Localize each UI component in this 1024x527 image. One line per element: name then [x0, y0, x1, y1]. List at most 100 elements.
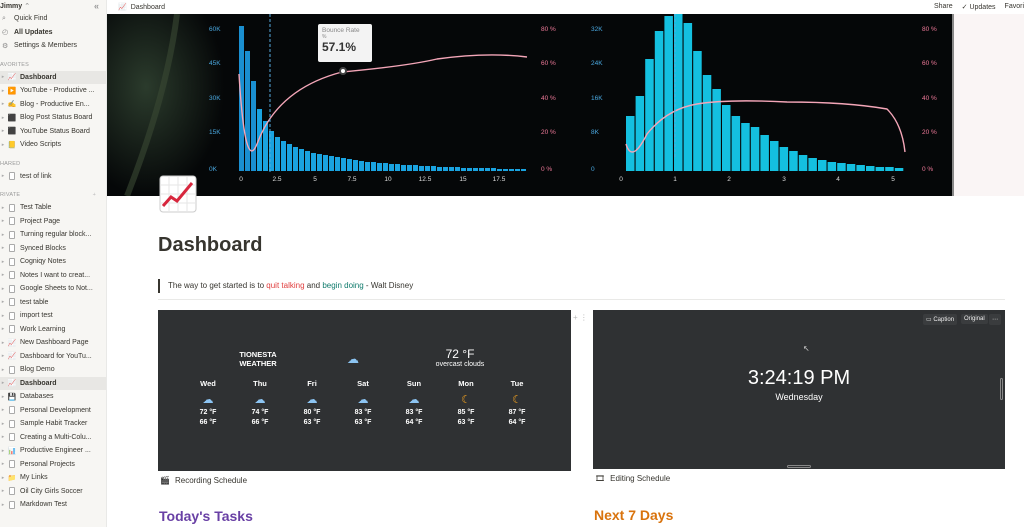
sidebar-item[interactable]: ▸ Sample Habit Tracker — [0, 417, 106, 431]
expand-arrow-icon[interactable]: ▸ — [1, 339, 5, 346]
sidebar-item[interactable]: ▸ ▶️ YouTube - Productive ... — [0, 84, 106, 98]
sidebar-item[interactable]: ▸ Google Sheets to Not... — [0, 282, 106, 296]
expand-arrow-icon[interactable]: ▸ — [1, 74, 5, 81]
expand-arrow-icon[interactable]: ▸ — [1, 231, 5, 238]
sidebar-item[interactable]: ▸ Personal Development — [0, 404, 106, 418]
expand-arrow-icon[interactable]: ▸ — [1, 380, 5, 387]
updates-button[interactable]: ✓ Updates — [961, 4, 996, 11]
chart-bar — [635, 96, 645, 171]
chart-bar — [702, 75, 712, 171]
expand-arrow-icon[interactable]: ▸ — [1, 488, 5, 495]
emoji-icon: ⬛ — [7, 114, 17, 122]
expand-arrow-icon[interactable]: ▸ — [1, 245, 5, 252]
more-icon[interactable]: ⋯ — [989, 314, 1001, 325]
emoji-icon: 📈 — [7, 353, 17, 361]
expand-arrow-icon[interactable]: ▸ — [1, 393, 5, 400]
nav-gear[interactable]: ⚙ Settings & Members — [0, 39, 106, 53]
original-button[interactable]: Original — [961, 314, 988, 324]
sidebar-item[interactable]: ▸ Turning regular block... — [0, 228, 106, 242]
caption-button[interactable]: ▭ Caption — [923, 314, 958, 325]
sidebar-item[interactable]: ▸ import test — [0, 309, 106, 323]
y2-tick: 80 % — [541, 26, 556, 33]
sidebar-item[interactable]: ▸ Oil City Girls Soccer — [0, 485, 106, 499]
resize-handle[interactable] — [1000, 378, 1003, 400]
sidebar-item[interactable]: ▸ Notes I want to creat... — [0, 269, 106, 283]
collapse-sidebar-icon[interactable]: « — [93, 1, 99, 11]
sidebar-item[interactable]: ▸ Markdown Test — [0, 498, 106, 512]
sidebar-item[interactable]: ▸ Blog Demo — [0, 363, 106, 377]
expand-arrow-icon[interactable]: ▸ — [1, 407, 5, 414]
add-block-icon[interactable]: + ⋮ — [573, 313, 588, 322]
add-page-icon[interactable]: + — [92, 192, 96, 198]
weather-caption[interactable]: 🎬 Recording Schedule — [160, 476, 247, 485]
forecast-day: Tue ☾ 87 °F 64 °F — [497, 379, 537, 428]
cover-image[interactable]: 60K 45K 30K 15K 0K 80 % 60 % 40 % 20 % 0 % 0 2.5 5 7.… — [107, 14, 954, 196]
sidebar-item[interactable]: ▸ test table — [0, 296, 106, 310]
expand-arrow-icon[interactable]: ▸ — [1, 101, 5, 108]
sidebar-item[interactable]: ▸ Test Table — [0, 201, 106, 215]
expand-arrow-icon[interactable]: ▸ — [1, 447, 5, 454]
expand-arrow-icon[interactable]: ▸ — [1, 218, 5, 225]
page-icon[interactable] — [159, 175, 197, 213]
expand-arrow-icon[interactable]: ▸ — [1, 258, 5, 265]
sidebar-item[interactable]: ▸ 📈 New Dashboard Page — [0, 336, 106, 350]
expand-arrow-icon[interactable]: ▸ — [1, 434, 5, 441]
forecast-day-name: Sun — [406, 379, 422, 388]
quote-block[interactable]: The way to get started is to quit talkin… — [158, 279, 413, 293]
sidebar-item[interactable]: ▸ Project Page — [0, 215, 106, 229]
share-button[interactable]: Share — [933, 3, 953, 10]
next-days-heading[interactable]: Next 7 Days — [594, 507, 674, 523]
expand-arrow-icon[interactable]: ▸ — [1, 501, 5, 508]
nav-search[interactable]: ⌕ Quick Find — [0, 12, 106, 26]
sidebar-item[interactable]: ▸ ✍️ Blog - Productive En... — [0, 98, 106, 112]
sidebar-item[interactable]: ▸ Personal Projects — [0, 458, 106, 472]
expand-arrow-icon[interactable]: ▸ — [1, 366, 5, 373]
expand-arrow-icon[interactable]: ▸ — [1, 326, 5, 333]
sidebar-item[interactable]: ▸ 📊 Productive Engineer ... — [0, 444, 106, 458]
expand-arrow-icon[interactable]: ▸ — [1, 474, 5, 481]
sidebar-item[interactable]: ▸ Cogniqy Notes — [0, 255, 106, 269]
chart-bar — [341, 158, 346, 171]
sidebar-item[interactable]: ▸ 📈 Dashboard — [0, 376, 106, 390]
sidebar-item[interactable]: ▸ 📈 Dashboard — [0, 70, 106, 84]
page-title[interactable]: Dashboard — [158, 234, 263, 256]
sidebar-item[interactable]: ▸ 📈 Dashboard for YouTu... — [0, 350, 106, 364]
sidebar-item[interactable]: ▸ 📁 My Links — [0, 471, 106, 485]
sidebar-item[interactable]: ▸ Creating a Multi-Colu... — [0, 431, 106, 445]
expand-arrow-icon[interactable]: ▸ — [1, 128, 5, 135]
divider — [158, 299, 1005, 300]
resize-handle-bottom[interactable] — [787, 465, 811, 468]
expand-arrow-icon[interactable]: ▸ — [1, 461, 5, 468]
expand-arrow-icon[interactable]: ▸ — [1, 312, 5, 319]
expand-arrow-icon[interactable]: ▸ — [1, 173, 5, 180]
clock-widget[interactable]: ▭ Caption Original ⋯ 3:24:19 PM Wednesda… — [593, 310, 1005, 469]
sidebar-item-label: Databases — [20, 393, 54, 401]
expand-arrow-icon[interactable]: ▸ — [1, 87, 5, 94]
expand-arrow-icon[interactable]: ▸ — [1, 299, 5, 306]
chart-bar — [461, 168, 466, 171]
sidebar-item[interactable]: ▸ Synced Blocks — [0, 242, 106, 256]
breadcrumb[interactable]: 📈 Dashboard — [118, 3, 165, 12]
clock-caption[interactable]: 🎞 Editing Schedule — [595, 474, 670, 483]
workspace-switcher[interactable]: Jimmy ⌃ « — [0, 0, 106, 12]
bounce-rate-tooltip: Bounce Rate % 57.1% — [318, 24, 372, 62]
tasks-heading[interactable]: Today's Tasks — [159, 508, 253, 524]
weather-widget[interactable]: TIONESTA WEATHER ☁ 72 °F overcast clouds… — [158, 310, 571, 471]
cloud-icon: ☁ — [202, 394, 214, 406]
favorite-button[interactable]: Favori — [1004, 3, 1024, 10]
expand-arrow-icon[interactable]: ▸ — [1, 353, 5, 360]
expand-arrow-icon[interactable]: ▸ — [1, 141, 5, 148]
sidebar-item[interactable]: ▸ ⬛ Blog Post Status Board — [0, 111, 106, 125]
expand-arrow-icon[interactable]: ▸ — [1, 285, 5, 292]
nav-clock[interactable]: ◴ All Updates — [0, 26, 106, 40]
chart-bar — [779, 147, 789, 171]
expand-arrow-icon[interactable]: ▸ — [1, 114, 5, 121]
sidebar-item[interactable]: ▸ ⬛ YouTube Status Board — [0, 125, 106, 139]
sidebar-item[interactable]: ▸ test of link — [0, 170, 106, 184]
sidebar-item[interactable]: ▸ Work Learning — [0, 323, 106, 337]
expand-arrow-icon[interactable]: ▸ — [1, 204, 5, 211]
expand-arrow-icon[interactable]: ▸ — [1, 420, 5, 427]
sidebar-item[interactable]: ▸ 📒 Video Scripts — [0, 138, 106, 152]
expand-arrow-icon[interactable]: ▸ — [1, 272, 5, 279]
sidebar-item[interactable]: ▸ 💾 Databases — [0, 390, 106, 404]
